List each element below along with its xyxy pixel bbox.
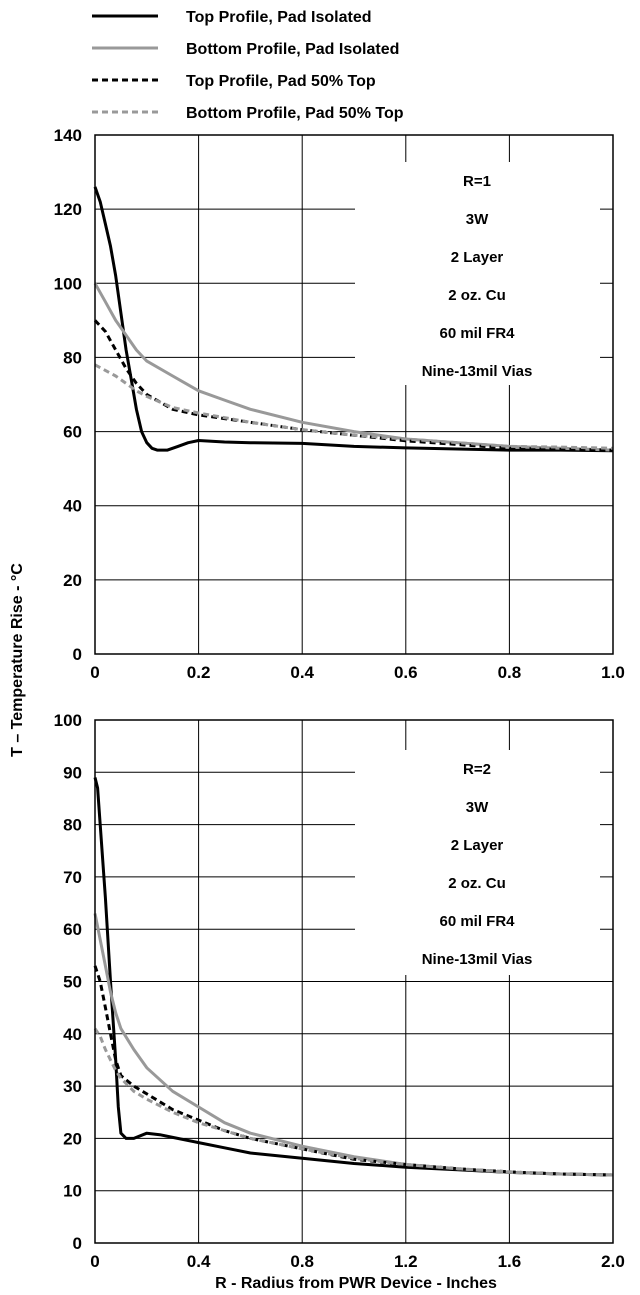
y-tick-label: 80 — [63, 348, 82, 367]
annotation-box — [355, 750, 600, 975]
x-tick-label: 1.0 — [601, 663, 625, 682]
chart-panel-r2: R=2 3W 2 Layer 2 oz. Cu 60 mil FR4 Nine-13mil… — [54, 711, 625, 1271]
series-line — [93, 777, 614, 1177]
annotation-text: 60 mil FR4 — [439, 913, 515, 930]
plot-frame — [94, 719, 614, 1244]
annotation-text: 3W — [466, 799, 489, 816]
y-tick-label: 90 — [63, 763, 82, 782]
x-tick-label: 1.2 — [394, 1252, 418, 1271]
y-tick-label: 20 — [63, 571, 82, 590]
y-tick-label: 140 — [54, 126, 82, 145]
annotation-text: 2 oz. Cu — [448, 875, 506, 892]
x-tick-label: 0.6 — [394, 663, 418, 682]
y-tick-label: 0 — [73, 1234, 82, 1253]
y-tick-label: 20 — [63, 1129, 82, 1148]
annotation-text: 2 Layer — [451, 837, 504, 854]
y-tick-label: 120 — [54, 200, 82, 219]
annotation-text: Nine-13mil Vias — [422, 951, 533, 968]
series-line — [93, 1027, 614, 1177]
annotation-box — [355, 162, 600, 385]
y-tick-label: 30 — [63, 1077, 82, 1096]
y-tick-label: 0 — [73, 645, 82, 664]
y-tick-label: 10 — [63, 1182, 82, 1201]
legend-label: Bottom Profile, Pad 50% Top — [186, 105, 404, 122]
x-tick-label: 0.8 — [498, 663, 522, 682]
chart-panel-r1: R=1 3W 2 Layer 2 oz. Cu 60 mil FR4 Nine-13mil… — [54, 126, 625, 682]
annotation-text: R=2 — [463, 761, 491, 778]
y-tick-label: 100 — [54, 711, 82, 730]
annotation-text: Nine-13mil Vias — [422, 363, 533, 380]
y-tick-label: 100 — [54, 274, 82, 293]
legend: Top Profile, Pad Isolated Bottom Profile,… — [92, 9, 404, 122]
annotation-text: 60 mil FR4 — [439, 325, 515, 342]
legend-label: Top Profile, Pad Isolated — [186, 9, 372, 26]
y-tick-label: 60 — [63, 920, 82, 939]
y-tick-label: 60 — [63, 423, 82, 442]
plot-frame — [94, 134, 614, 655]
legend-label: Bottom Profile, Pad Isolated — [186, 41, 399, 58]
annotation-text: 2 oz. Cu — [448, 287, 506, 304]
series-line — [93, 186, 614, 453]
annotation-text: 3W — [466, 211, 489, 228]
y-tick-label: 40 — [63, 497, 82, 516]
y-axis-title: T – Temperature Rise - °C — [9, 563, 26, 757]
x-tick-label: 0.2 — [187, 663, 211, 682]
x-tick-label: 2.0 — [601, 1252, 625, 1271]
x-tick-label: 0.8 — [290, 1252, 314, 1271]
annotation-text: 2 Layer — [451, 249, 504, 266]
x-tick-label: 0 — [90, 1252, 99, 1271]
y-tick-label: 80 — [63, 816, 82, 835]
x-tick-label: 0 — [90, 663, 99, 682]
annotation-text: R=1 — [463, 173, 491, 190]
x-tick-label: 0.4 — [187, 1252, 211, 1271]
series-line — [94, 363, 614, 450]
y-tick-label: 40 — [63, 1025, 82, 1044]
x-tick-label: 0.4 — [290, 663, 314, 682]
legend-label: Top Profile, Pad 50% Top — [186, 73, 376, 90]
x-axis-title: R - Radius from PWR Device - Inches — [215, 1275, 497, 1292]
series-line — [93, 965, 614, 1177]
y-tick-label: 70 — [63, 868, 82, 887]
x-tick-label: 1.6 — [498, 1252, 522, 1271]
y-tick-label: 50 — [63, 973, 82, 992]
